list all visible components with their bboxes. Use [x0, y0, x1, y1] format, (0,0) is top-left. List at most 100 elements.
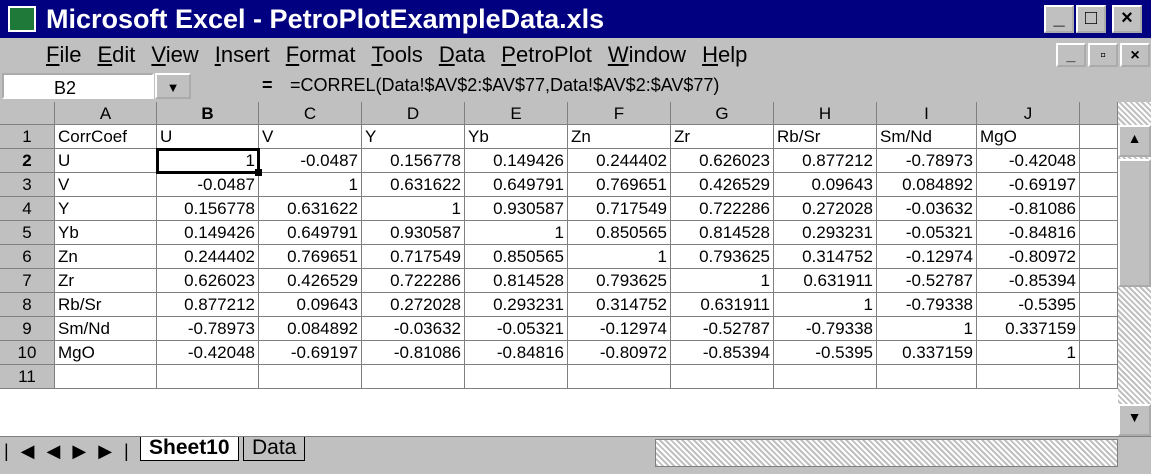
cell[interactable]: -0.79338 [877, 293, 977, 317]
cell[interactable]: Zr [671, 125, 774, 149]
cell[interactable]: -0.81086 [977, 197, 1080, 221]
menu-item[interactable]: Help [702, 42, 748, 67]
cell[interactable] [1080, 149, 1118, 173]
cell[interactable]: 0.314752 [568, 293, 671, 317]
cell[interactable]: Sm/Nd [877, 125, 977, 149]
cell[interactable]: 0.314752 [774, 245, 877, 269]
cell[interactable]: 1 [774, 293, 877, 317]
cell[interactable]: 0.649791 [259, 221, 362, 245]
cell[interactable]: 0.850565 [568, 221, 671, 245]
scroll-down[interactable]: ▼ [1118, 404, 1151, 436]
cell[interactable] [1080, 221, 1118, 245]
scroll-thumb[interactable] [1118, 159, 1151, 287]
cell[interactable]: V [259, 125, 362, 149]
cell[interactable]: 0.337159 [877, 341, 977, 365]
cell[interactable] [1080, 197, 1118, 221]
cell[interactable]: 0.814528 [465, 269, 568, 293]
cell[interactable]: MgO [977, 125, 1080, 149]
name-dropdown[interactable]: ▼ [155, 73, 191, 99]
cell[interactable]: 0.769651 [259, 245, 362, 269]
column-header[interactable]: J [977, 102, 1080, 125]
tab-scroll-buttons[interactable]: |◀◀▶▶| [4, 441, 141, 461]
cell[interactable]: 0.769651 [568, 173, 671, 197]
cell[interactable]: CorrCoef [55, 125, 157, 149]
cell[interactable]: -0.80972 [568, 341, 671, 365]
column-header[interactable]: G [671, 102, 774, 125]
cell[interactable]: Rb/Sr [55, 293, 157, 317]
scroll-up[interactable]: ▲ [1118, 125, 1151, 157]
row-header[interactable]: 6 [0, 245, 55, 269]
cell[interactable] [55, 365, 157, 389]
cell[interactable] [568, 365, 671, 389]
cell[interactable]: U [157, 125, 259, 149]
row-header[interactable]: 7 [0, 269, 55, 293]
row-header[interactable]: 9 [0, 317, 55, 341]
cell[interactable] [157, 365, 259, 389]
cell[interactable]: -0.84816 [977, 221, 1080, 245]
column-header[interactable]: C [259, 102, 362, 125]
cell[interactable] [877, 365, 977, 389]
cell[interactable] [774, 365, 877, 389]
menu-item[interactable]: Tools [371, 42, 423, 67]
column-header[interactable]: I [877, 102, 977, 125]
cell[interactable] [362, 365, 465, 389]
cell[interactable]: -0.0487 [259, 149, 362, 173]
cell[interactable]: 0.649791 [465, 173, 568, 197]
cell[interactable]: 0.722286 [362, 269, 465, 293]
cell[interactable]: 0.717549 [362, 245, 465, 269]
cell[interactable]: 0.426529 [259, 269, 362, 293]
cell[interactable]: 0.272028 [774, 197, 877, 221]
cell[interactable]: 0.930587 [362, 221, 465, 245]
cell[interactable]: -0.03632 [362, 317, 465, 341]
cell[interactable]: -0.84816 [465, 341, 568, 365]
cell[interactable]: -0.52787 [877, 269, 977, 293]
cell[interactable]: -0.78973 [877, 149, 977, 173]
row-header[interactable]: 4 [0, 197, 55, 221]
cell[interactable]: Zn [568, 125, 671, 149]
cell[interactable] [1080, 293, 1118, 317]
close-button[interactable]: × [1112, 5, 1142, 33]
sheet-tab[interactable]: Data [243, 437, 306, 461]
menu-item[interactable]: View [151, 42, 199, 67]
cell[interactable]: 0.793625 [671, 245, 774, 269]
cell[interactable]: -0.5395 [977, 293, 1080, 317]
vertical-scrollbar[interactable]: ▲ ▼ [1118, 102, 1151, 436]
column-header[interactable]: D [362, 102, 465, 125]
cell[interactable]: Zr [55, 269, 157, 293]
cell[interactable]: 1 [157, 149, 259, 173]
cell[interactable]: Zn [55, 245, 157, 269]
cell[interactable]: 0.717549 [568, 197, 671, 221]
cell[interactable]: -0.85394 [671, 341, 774, 365]
cell[interactable]: -0.0487 [157, 173, 259, 197]
column-header[interactable]: B [157, 102, 259, 125]
cell[interactable]: Y [362, 125, 465, 149]
cell[interactable]: 0.930587 [465, 197, 568, 221]
row-header[interactable]: 3 [0, 173, 55, 197]
cell[interactable]: -0.05321 [877, 221, 977, 245]
cell[interactable]: 0.631622 [362, 173, 465, 197]
cell[interactable]: 1 [362, 197, 465, 221]
cell[interactable]: 1 [877, 317, 977, 341]
cell[interactable] [1080, 245, 1118, 269]
menu-item[interactable]: Insert [214, 42, 270, 67]
cell[interactable] [1080, 341, 1118, 365]
cell[interactable]: 0.877212 [774, 149, 877, 173]
cell[interactable]: -0.52787 [671, 317, 774, 341]
cell[interactable]: U [55, 149, 157, 173]
cell[interactable]: -0.05321 [465, 317, 568, 341]
cell[interactable]: 0.337159 [977, 317, 1080, 341]
cell[interactable]: Y [55, 197, 157, 221]
column-header[interactable]: E [465, 102, 568, 125]
cell[interactable]: Rb/Sr [774, 125, 877, 149]
row-header[interactable]: 1 [0, 125, 55, 149]
menu-item[interactable]: File [46, 42, 82, 67]
cell[interactable]: 0.722286 [671, 197, 774, 221]
menu-item[interactable]: Window [607, 42, 687, 67]
doc-minimize[interactable]: _ [1056, 43, 1086, 67]
cell[interactable] [1080, 125, 1118, 149]
sheet-tab[interactable]: Sheet10 [140, 437, 239, 461]
row-header[interactable]: 2 [0, 149, 55, 173]
cell[interactable]: 0.293231 [465, 293, 568, 317]
cell[interactable]: 0.850565 [465, 245, 568, 269]
cell[interactable]: -0.78973 [157, 317, 259, 341]
